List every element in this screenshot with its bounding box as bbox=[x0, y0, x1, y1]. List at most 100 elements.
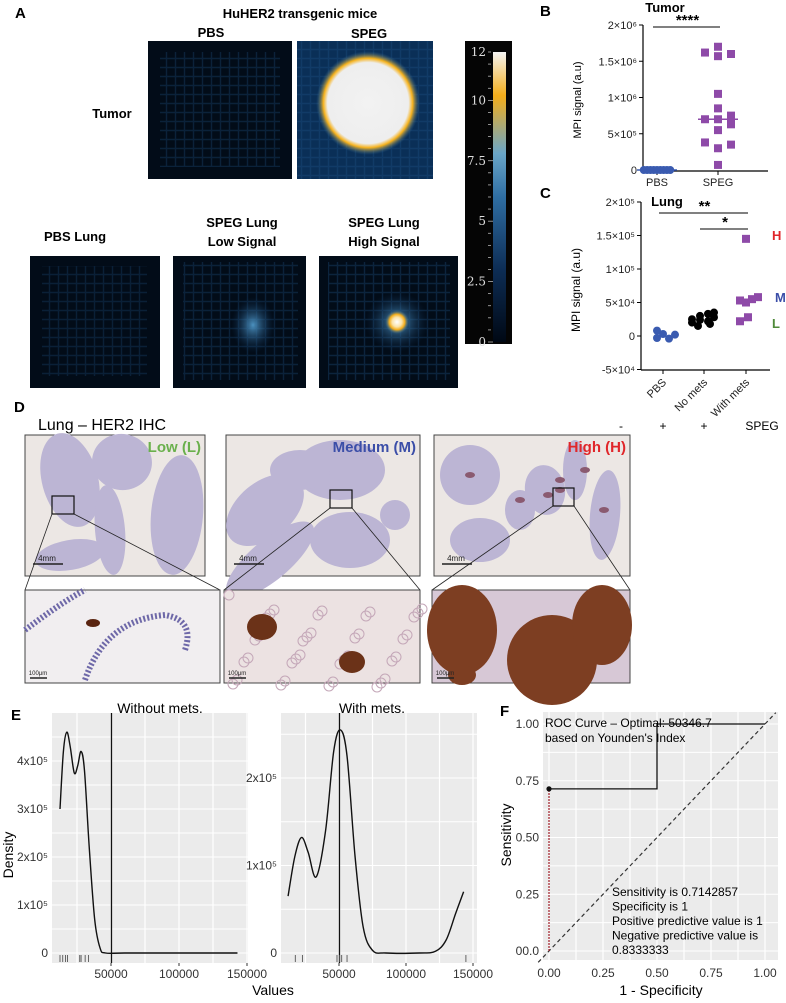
lung-lobe bbox=[589, 470, 621, 560]
lung-lobe bbox=[270, 450, 330, 490]
density-curve bbox=[59, 731, 238, 955]
alveolar-tissue bbox=[416, 603, 428, 615]
mpi-image-lung-high bbox=[319, 256, 458, 388]
x-tick-label: 0.75 bbox=[699, 966, 723, 980]
level-annotation-m: M bbox=[775, 290, 786, 305]
x-tick-label: PBS bbox=[646, 177, 668, 189]
panel-label-a: A bbox=[15, 5, 26, 22]
data-point-pbs bbox=[659, 329, 667, 338]
data-point-with-mets bbox=[736, 317, 744, 326]
data-point-speg bbox=[714, 89, 722, 98]
data-point-speg bbox=[714, 104, 722, 113]
scale-bar-label: 100μm bbox=[228, 671, 246, 677]
alveolar-tissue bbox=[294, 649, 306, 661]
alveolar-tissue bbox=[379, 673, 391, 685]
alveolar-tissue bbox=[386, 655, 398, 667]
data-point-no-mets bbox=[688, 318, 696, 327]
lung-lobe bbox=[35, 539, 105, 571]
alveolar-tissue bbox=[353, 628, 365, 640]
mpi-image-tumor-pbs bbox=[148, 41, 292, 179]
panel-label-e: E bbox=[11, 707, 21, 724]
x-tick-label: 150000 bbox=[453, 967, 493, 981]
data-point-no-mets bbox=[696, 315, 704, 324]
alveolar-tissue bbox=[349, 632, 361, 644]
zoom-line bbox=[573, 505, 631, 591]
x-tick-label: 50000 bbox=[94, 967, 128, 981]
chart-f-xlabel: 1 - Specificity bbox=[619, 982, 702, 998]
y-tick-label: 1.00 bbox=[516, 717, 540, 731]
chart-b-ylabel: MPI signal (a.u) bbox=[572, 61, 584, 138]
x-tick-label: With mets bbox=[709, 376, 752, 419]
x-tick-label: 0.00 bbox=[537, 966, 561, 980]
mpi-image-tumor-speg bbox=[297, 41, 433, 179]
alveolar-tissue bbox=[268, 604, 280, 616]
x-tick-label: 50000 bbox=[322, 967, 356, 981]
inset-box bbox=[552, 487, 575, 507]
col-label-pbs: PBS bbox=[198, 25, 225, 40]
panel-e: E Without mets.50000 100000 15000001x10⁵2x… bbox=[0, 700, 493, 998]
panel-b: B Tumor MPI signal (a.u) 0 5×10⁵ 1×10⁶ 1.5×… bbox=[540, 0, 768, 189]
chart-b-title: Tumor bbox=[645, 0, 684, 15]
chart-e-ylabel: Density bbox=[0, 832, 16, 879]
colorbar-tick-label: 7.5 bbox=[467, 154, 486, 168]
data-point-speg bbox=[701, 138, 709, 147]
lung-lobe bbox=[563, 440, 587, 500]
data-point-speg bbox=[727, 50, 735, 58]
zoom-line bbox=[431, 505, 554, 591]
metastasis-spot bbox=[515, 497, 525, 503]
speg-row-label: - bbox=[619, 419, 623, 433]
y-tick-label: 0 bbox=[629, 331, 635, 343]
metastasis-spot bbox=[580, 467, 590, 473]
alveolar-tissue bbox=[412, 607, 424, 619]
colorbar-tick-label: 10 bbox=[471, 93, 486, 107]
level-annotation-h: H bbox=[772, 228, 781, 243]
y-tick-label: 2x10⁵ bbox=[17, 850, 48, 864]
alveolar-tissue bbox=[227, 678, 239, 690]
ihc-level-label: Low (L) bbox=[148, 439, 201, 456]
inset-box bbox=[51, 495, 75, 515]
alveolar-tissue bbox=[371, 681, 383, 693]
alveolar-tissue bbox=[238, 656, 250, 668]
alveolar-tissue bbox=[297, 635, 309, 647]
y-tick-label: 1x10⁵ bbox=[246, 859, 277, 873]
lung-lobe bbox=[40, 433, 100, 527]
y-tick-label: 1.5×10⁵ bbox=[596, 231, 635, 243]
ihc-zoom-low: 100μm bbox=[23, 587, 221, 684]
significance-label: ** bbox=[699, 198, 711, 215]
alveolar-tissue bbox=[316, 605, 328, 617]
scale-bar-label: 4mm bbox=[447, 554, 465, 563]
ihc-overview-high: High (H) 4mm bbox=[433, 434, 631, 577]
x-tick-label: No mets bbox=[673, 376, 711, 414]
speg-row-label: SPEG bbox=[745, 419, 778, 433]
panel-c: C Lung MPI signal (a.u) -5×10⁴ 0 5×10⁴ 1×10… bbox=[540, 185, 786, 433]
data-point-no-mets bbox=[694, 321, 702, 330]
lung-lobe bbox=[225, 521, 315, 599]
y-tick-label: 1×10⁵ bbox=[606, 264, 635, 276]
inset-box bbox=[329, 489, 353, 509]
y-tick-label: 5×10⁴ bbox=[605, 298, 635, 310]
panel-label-f: F bbox=[500, 703, 509, 720]
level-annotation-l: L bbox=[772, 316, 780, 331]
density-curve bbox=[287, 729, 465, 954]
data-point-with-mets bbox=[742, 234, 750, 243]
lung-lobe bbox=[380, 500, 410, 530]
alveolar-tissue bbox=[305, 627, 317, 639]
lung-lobe bbox=[92, 433, 152, 491]
data-point-speg bbox=[727, 111, 735, 120]
data-point-with-mets bbox=[744, 313, 752, 322]
alveolar-tissue bbox=[23, 587, 191, 681]
data-point-with-mets bbox=[748, 295, 756, 304]
alveolar-tissue bbox=[242, 652, 254, 664]
row-label-tumor: Tumor bbox=[92, 106, 131, 121]
panel-label-d: D bbox=[14, 399, 25, 416]
data-point-no-mets bbox=[706, 319, 714, 328]
plot-background bbox=[543, 712, 778, 960]
y-tick-label: 00.0 bbox=[516, 944, 540, 958]
roc-stat: Negative predictive value is bbox=[612, 929, 758, 943]
x-tick-label: 1.00 bbox=[753, 966, 777, 980]
lung-label-low-2: Low Signal bbox=[208, 234, 277, 249]
y-tick-label: 0 bbox=[41, 946, 48, 960]
facet-title: With mets. bbox=[339, 700, 405, 716]
alveolar-tissue bbox=[397, 633, 409, 645]
